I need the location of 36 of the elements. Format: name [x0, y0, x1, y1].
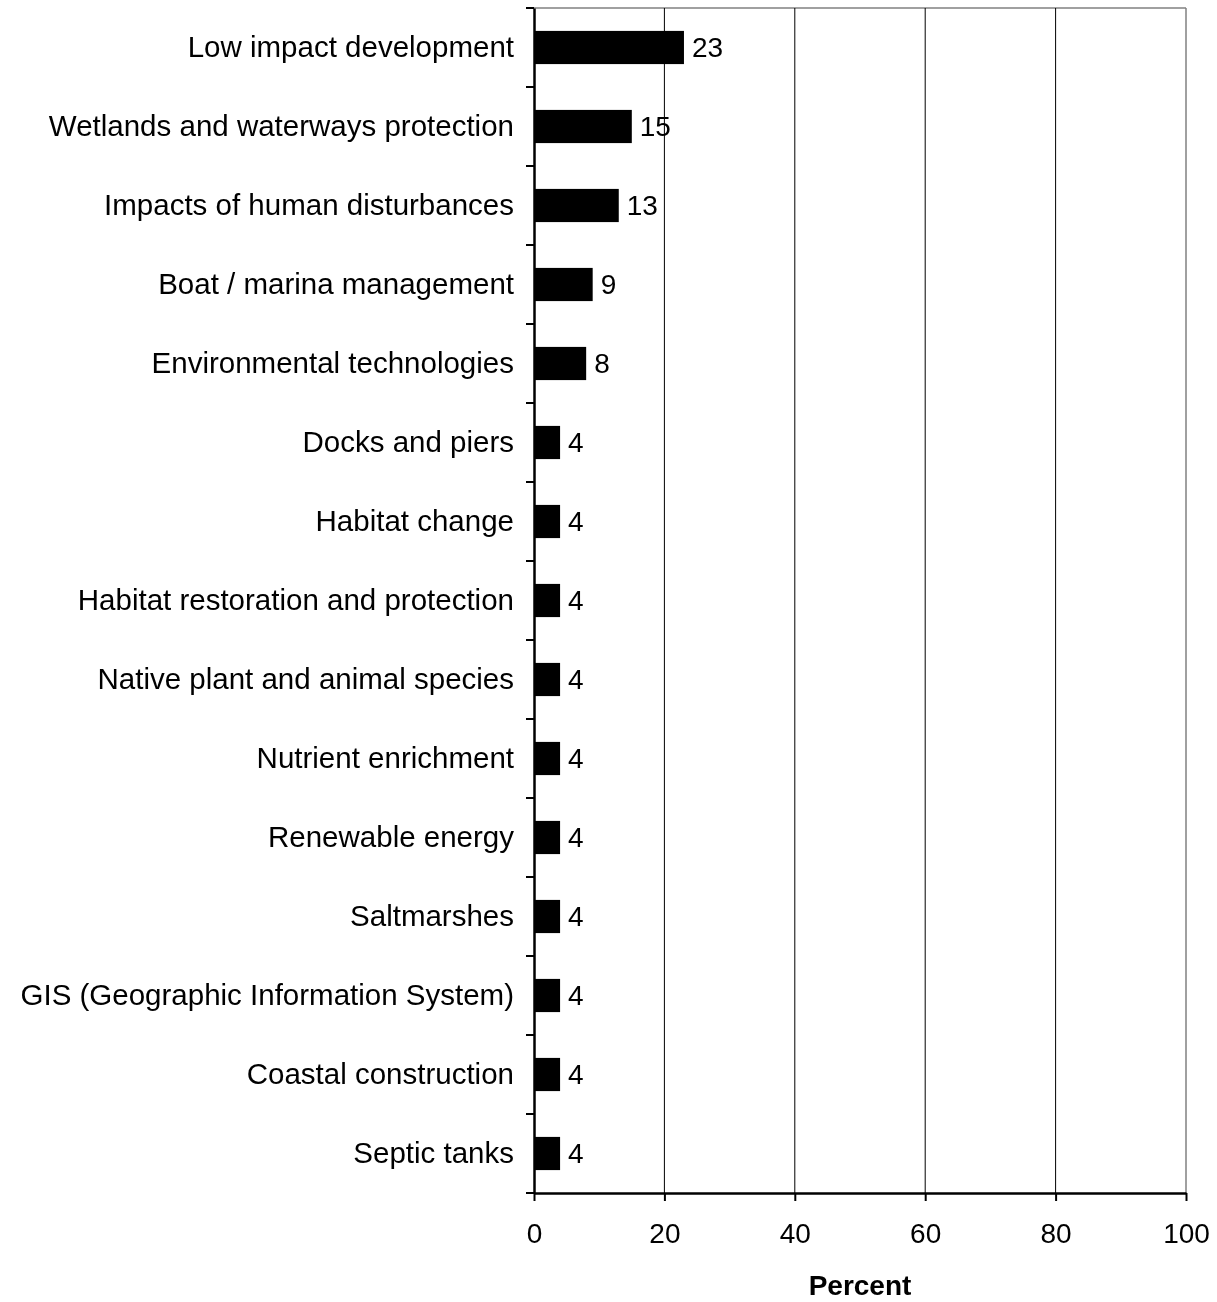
data-label: 13: [626, 190, 658, 222]
data-label: 4: [568, 1059, 584, 1091]
y-tick-label: Saltmarshes: [350, 898, 514, 932]
x-tick-label: 100: [1163, 1217, 1210, 1249]
x-tick-label: 80: [1040, 1217, 1072, 1249]
y-tick-label: Coastal construction: [246, 1056, 514, 1090]
y-tick-label: Wetlands and waterways protection: [48, 108, 514, 142]
data-label: 23: [691, 32, 724, 64]
data-label: 4: [568, 427, 584, 459]
y-tick-label: Habitat change: [315, 503, 514, 537]
data-label: 4: [568, 743, 584, 775]
data-label: 8: [594, 348, 610, 380]
x-tick-label: 60: [910, 1217, 942, 1249]
y-tick-label: Nutrient enrichment: [256, 740, 514, 774]
y-tick-label: Renewable energy: [268, 819, 515, 853]
y-tick-label: Docks and piers: [302, 424, 514, 458]
data-label: 4: [568, 1138, 584, 1170]
data-label: 4: [568, 822, 584, 854]
x-tick-label: 20: [649, 1217, 681, 1249]
y-tick-label: Habitat restoration and protection: [77, 582, 514, 616]
y-tick-label: Septic tanks: [353, 1135, 514, 1169]
x-axis-title: Percent: [808, 1270, 912, 1301]
data-label: 4: [568, 506, 584, 538]
data-label: 4: [568, 664, 584, 696]
y-tick-label: GIS (Geographic Information System): [20, 977, 514, 1011]
y-tick-label: Impacts of human disturbances: [104, 187, 514, 221]
x-tick-label: 0: [526, 1217, 543, 1249]
data-label: 9: [600, 269, 617, 301]
data-label: 4: [568, 901, 584, 933]
data-label: 4: [568, 980, 584, 1012]
y-tick-label: Boat / marina management: [158, 266, 514, 300]
y-tick-label: Native plant and animal species: [97, 661, 514, 695]
y-tick-label: Low impact development: [187, 29, 514, 63]
x-tick-label: 40: [779, 1217, 811, 1249]
data-label: 4: [568, 585, 584, 617]
y-tick-label: Environmental technologies: [151, 345, 514, 379]
